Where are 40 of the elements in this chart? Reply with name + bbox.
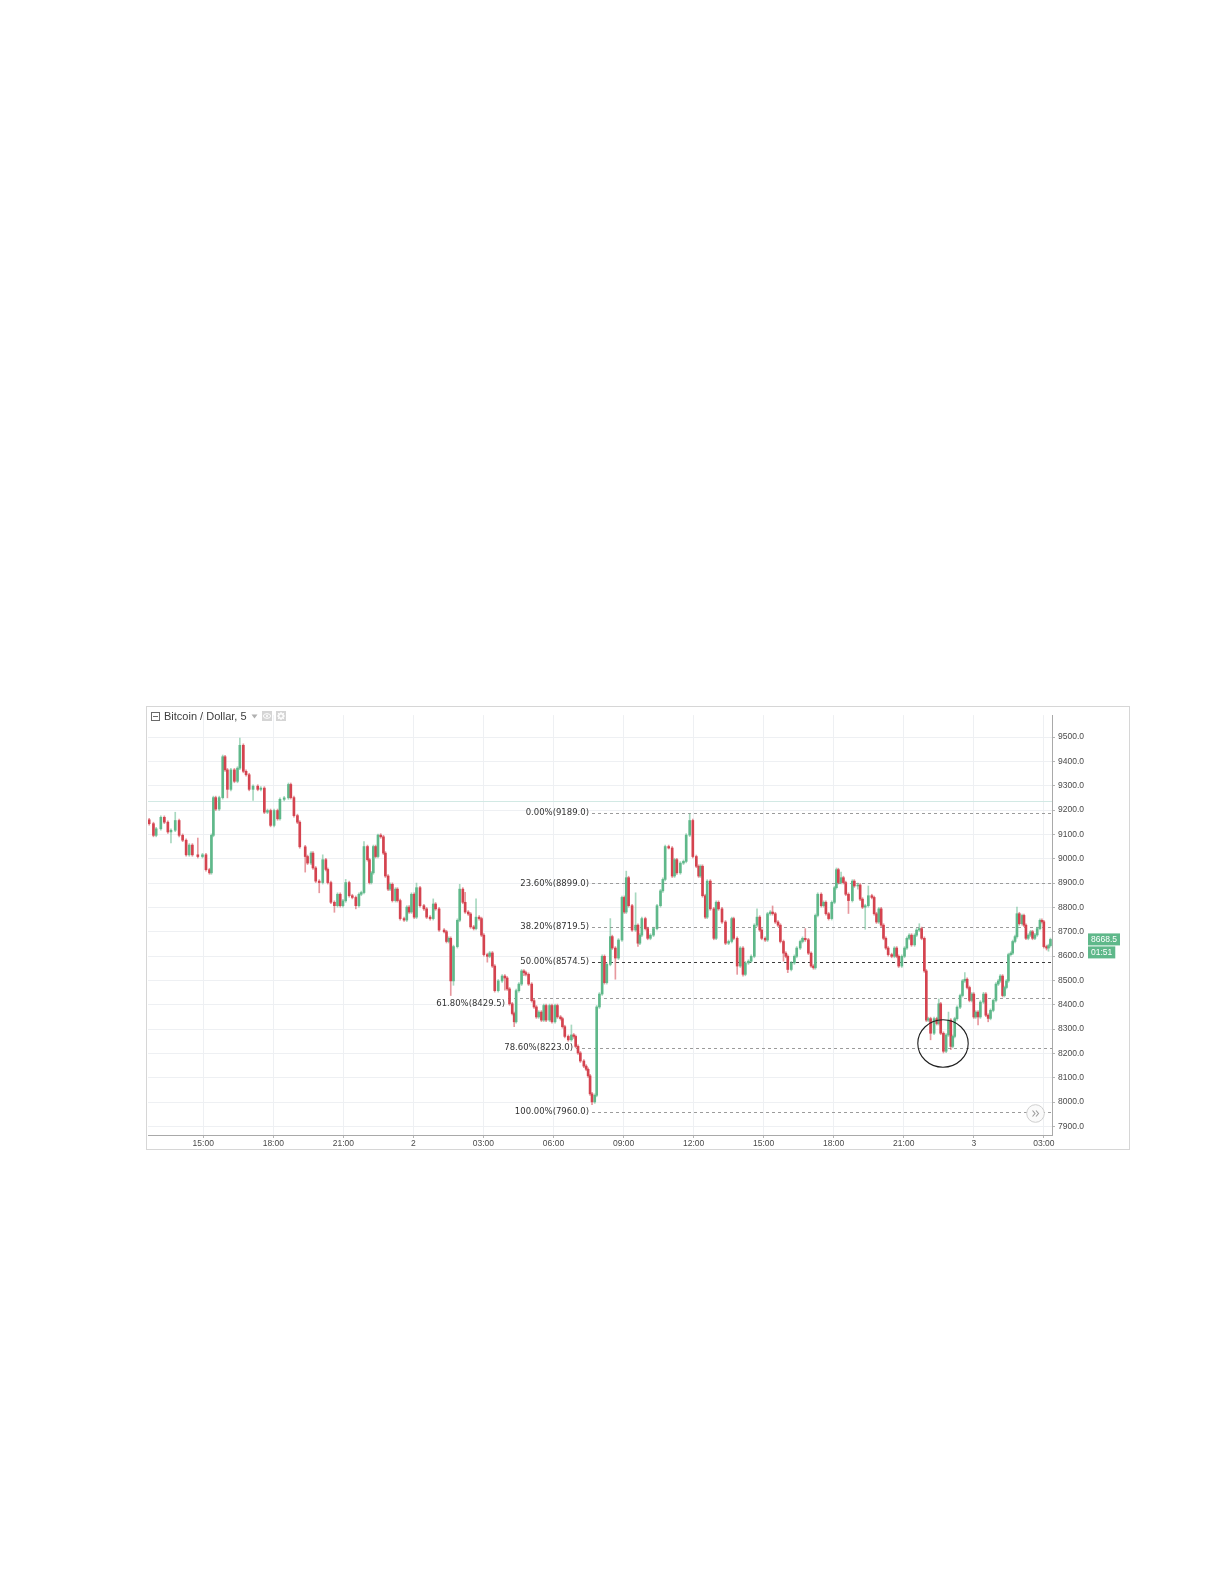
- x-tick-label: 12:00: [682, 1138, 705, 1149]
- y-tick-label: 8500.0: [1058, 974, 1085, 985]
- y-tick-label: 9300.0: [1058, 780, 1085, 791]
- ref-line-label: 50.00%(8574.5): [520, 956, 590, 967]
- y-tick-label: 8700.0: [1058, 926, 1085, 937]
- x-tick-label: 03:00: [472, 1138, 495, 1149]
- y-tick-label: 8200.0: [1058, 1047, 1085, 1058]
- y-tick-label: 8300.0: [1058, 1023, 1085, 1034]
- ref-line-label: 38.20%(8719.5): [520, 921, 590, 932]
- text: 01:51: [1091, 947, 1113, 958]
- x-tick-label: 18:00: [262, 1138, 285, 1149]
- y-tick-label: 8000.0: [1058, 1096, 1085, 1107]
- y-tick-label: 7900.0: [1058, 1120, 1085, 1131]
- y-tick-label: 8400.0: [1058, 999, 1085, 1010]
- y-tick-label: 8600.0: [1058, 950, 1085, 961]
- ref-line-label: 61.80%(8429.5): [436, 997, 506, 1008]
- text: 8668.5: [1091, 934, 1118, 945]
- y-tick-label: 9400.0: [1058, 755, 1085, 766]
- y-tick-label: 9000.0: [1058, 853, 1085, 864]
- y-tick-label: 8100.0: [1058, 1072, 1085, 1083]
- x-tick-label: 03:00: [1033, 1138, 1055, 1149]
- x-tick-label: 06:00: [542, 1138, 565, 1149]
- y-tick-label: 8800.0: [1058, 901, 1085, 912]
- x-tick-label: 15:00: [753, 1138, 775, 1149]
- ref-line-label: 0.00%(9189.0): [525, 806, 590, 817]
- y-tick-label: 8900.0: [1058, 877, 1085, 888]
- y-tick-label: 9100.0: [1058, 828, 1085, 839]
- y-tick-label: 9500.0: [1058, 731, 1085, 742]
- x-tick-label: 3: [971, 1138, 977, 1149]
- ref-line-label: 78.60%(8223.0): [504, 1042, 574, 1053]
- x-tick-label: 18:00: [823, 1138, 845, 1149]
- x-tick-label: 09:00: [612, 1138, 635, 1149]
- x-tick-label: 21:00: [332, 1138, 355, 1149]
- x-tick-label: 15:00: [192, 1138, 215, 1149]
- x-tick-label: 21:00: [893, 1138, 915, 1149]
- ref-line-label: 100.00%(7960.0): [514, 1106, 590, 1117]
- ref-line-label: 23.60%(8899.0): [520, 877, 590, 888]
- chart-title: Bitcoin / Dollar, 5: [164, 710, 247, 722]
- y-tick-label: 9200.0: [1058, 804, 1085, 815]
- x-tick-label: 2: [411, 1138, 417, 1149]
